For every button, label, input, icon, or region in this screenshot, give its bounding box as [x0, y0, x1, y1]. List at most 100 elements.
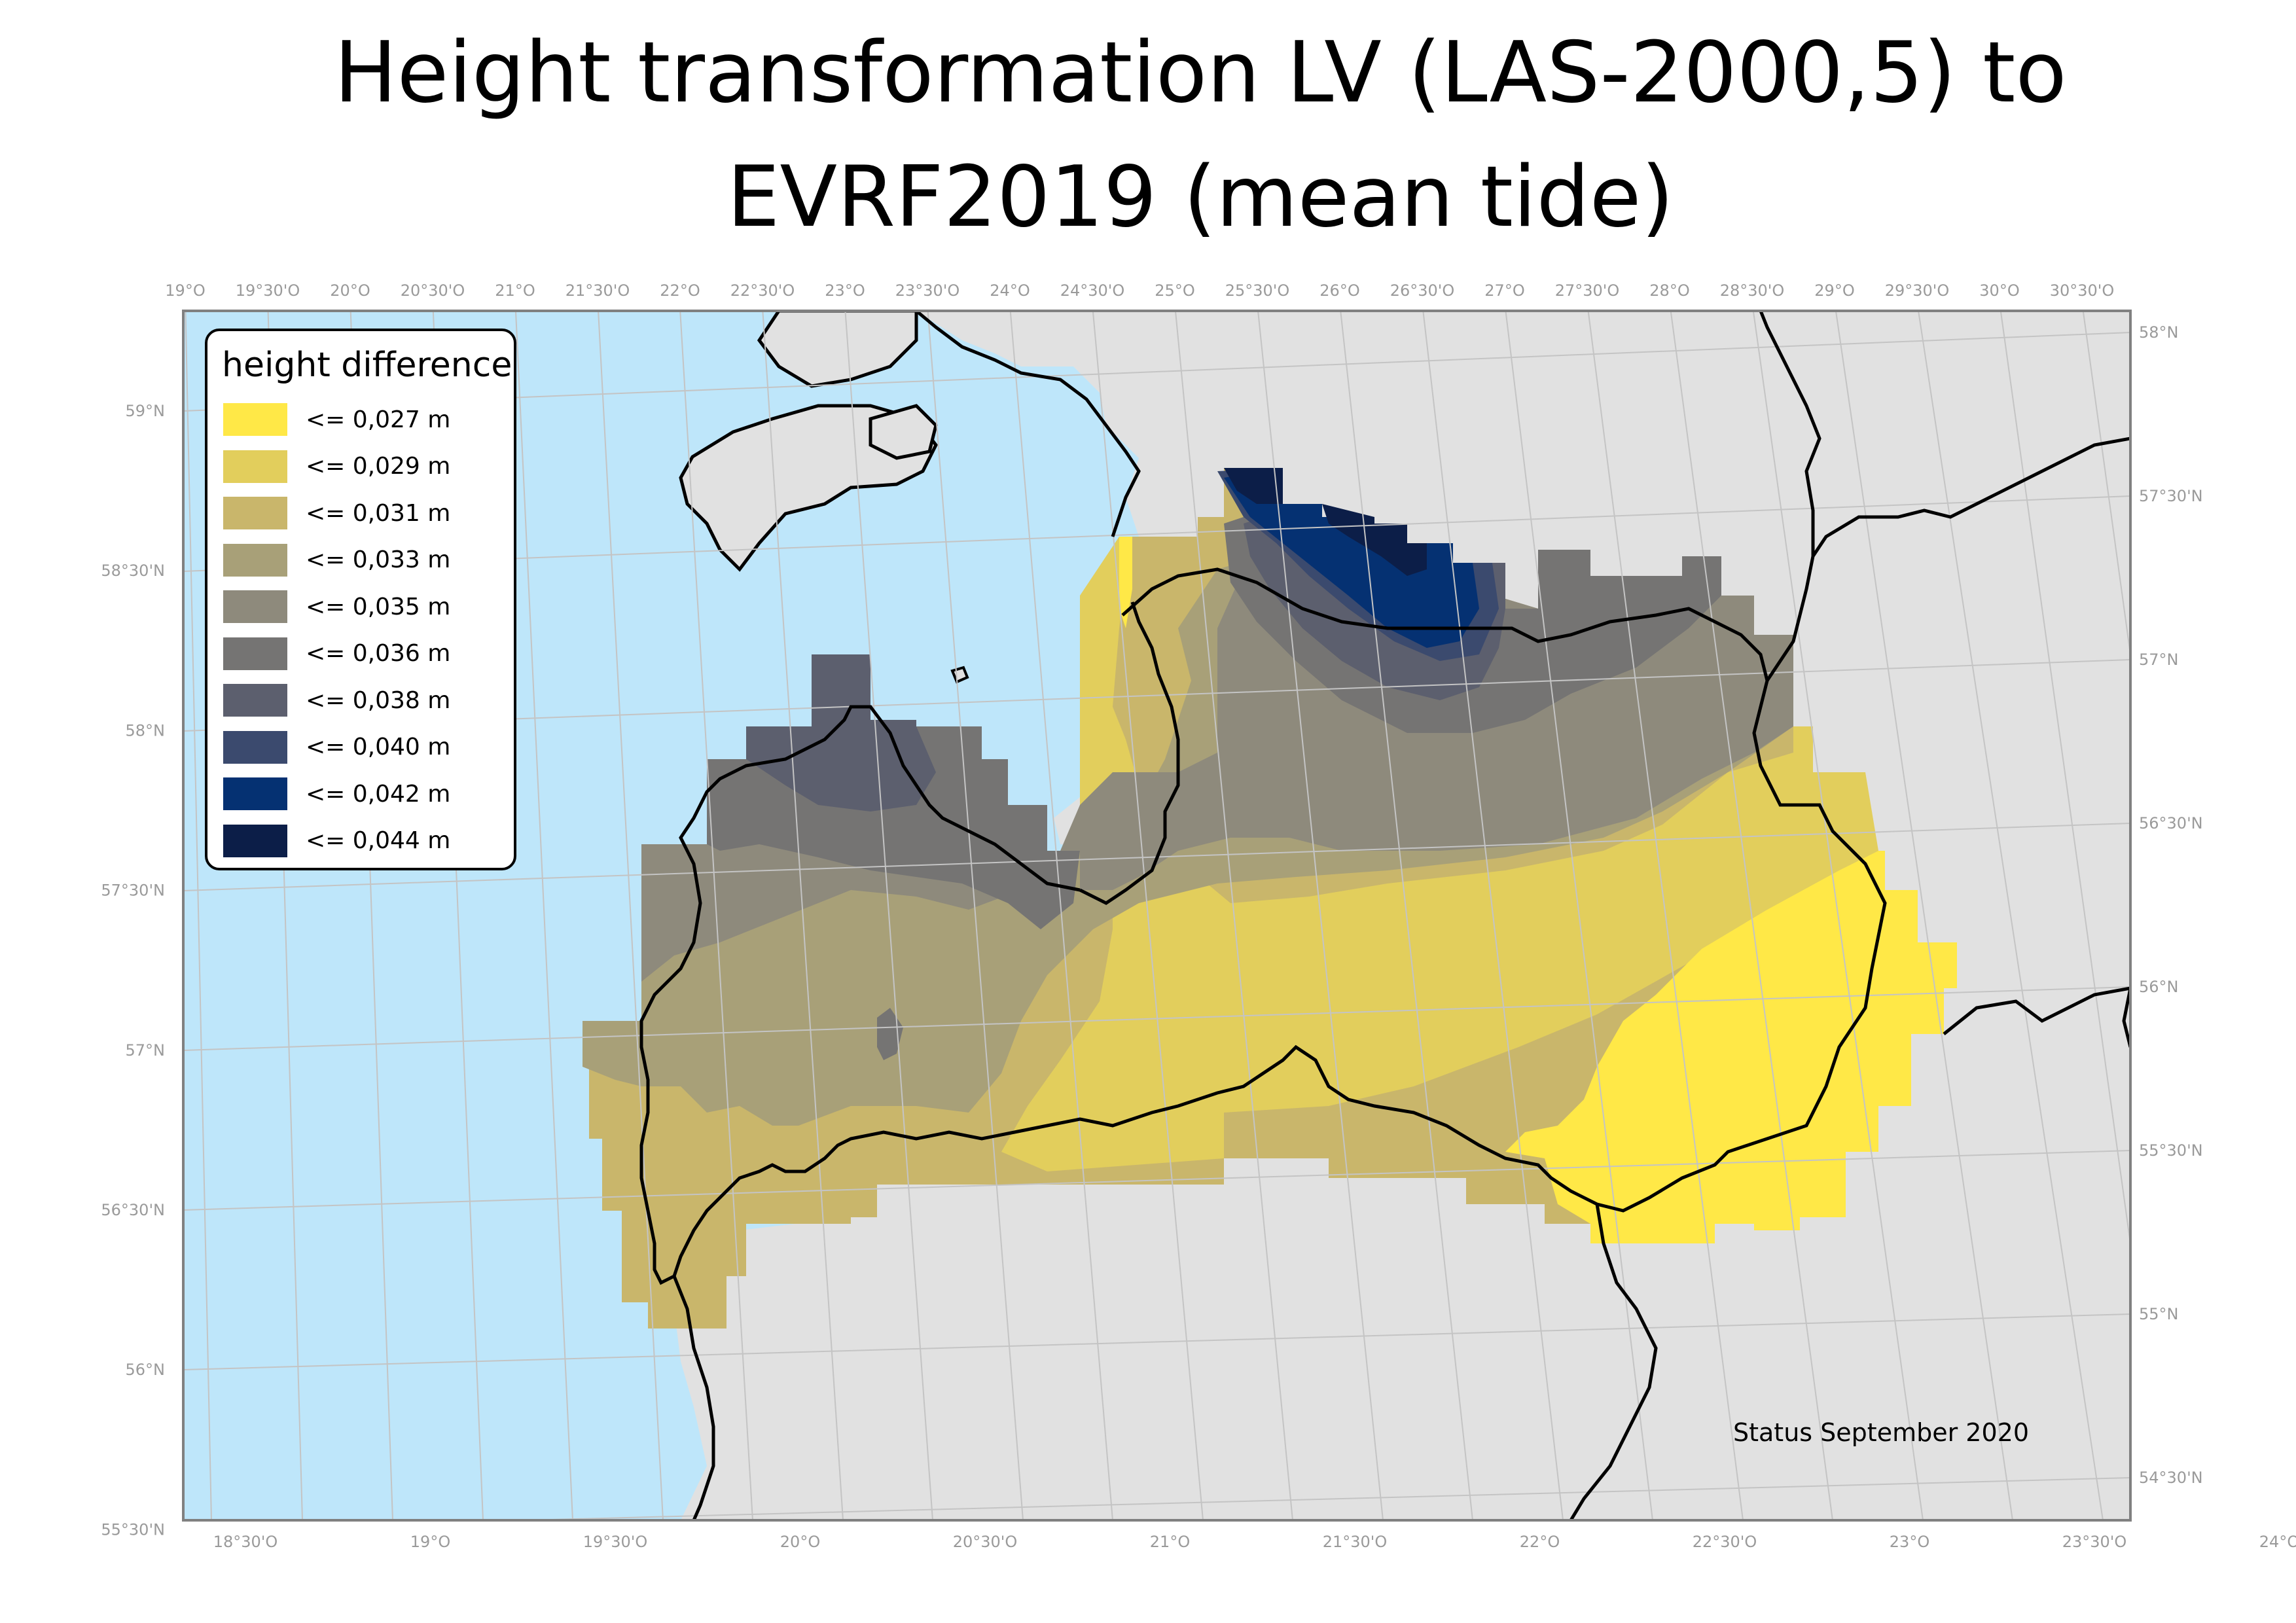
axis-tick-label: 57°30'N — [101, 882, 165, 900]
legend-swatch — [223, 730, 287, 764]
axis-tick-label: 26°O — [1319, 281, 1359, 300]
axis-tick-label: 23°O — [1890, 1533, 1929, 1551]
lithuania-belarus-border — [1569, 1204, 1658, 1520]
legend-item: <= 0,033 m — [223, 543, 451, 577]
status-note: Status September 2020 — [1733, 1418, 2029, 1447]
legend-item: <= 0,036 m — [223, 637, 450, 670]
axis-tick-label: 24°O — [990, 281, 1030, 300]
axis-tick-label: 22°30'O — [1693, 1533, 1757, 1551]
axis-tick-label: 28°30'O — [1720, 281, 1785, 300]
axis-tick-label: 55°N — [2139, 1305, 2179, 1323]
axis-tick-label: 57°30'N — [2139, 487, 2203, 505]
axis-tick-label: 21°O — [495, 281, 535, 300]
band-0-029 — [1001, 537, 1878, 1171]
country-borders — [639, 311, 2130, 1520]
axis-tick-label: 19°O — [410, 1533, 450, 1551]
legend-label: <= 0,033 m — [306, 546, 451, 573]
legend-panel: height difference <= 0,027 m <= 0,029 m <=… — [205, 329, 516, 870]
axis-tick-label: 20°O — [780, 1533, 820, 1551]
legend-swatch — [223, 590, 287, 623]
axis-tick-label: 56°N — [126, 1361, 166, 1379]
axis-tick-label: 25°30'O — [1225, 281, 1290, 300]
height-difference-raster — [583, 468, 1957, 1329]
legend-swatch — [223, 637, 287, 670]
legend-title: height difference — [222, 346, 512, 385]
legend-item: <= 0,035 m — [223, 590, 450, 623]
axis-tick-label: 21°30'O — [1323, 1533, 1388, 1551]
axis-tick-label: 24°O — [2259, 1533, 2296, 1551]
map-title-line-2: EVRF2019 (mean tide) — [726, 149, 1674, 246]
latvia-russia-border — [1765, 437, 2130, 682]
russia-belarus-border — [1943, 986, 2130, 1035]
axis-tick-label: 29°30'O — [1885, 281, 1950, 300]
legend-item: <= 0,031 m — [223, 497, 450, 529]
legend-item: <= 0,027 m — [223, 403, 450, 436]
axis-tick-label: 24°30'O — [1060, 281, 1125, 300]
axis-tick-label: 23°O — [825, 281, 865, 300]
axis-tick-label: 55°30'N — [101, 1520, 165, 1539]
estonia-coast-north — [915, 311, 1141, 537]
axis-tick-label: 55°30'N — [2139, 1141, 2203, 1160]
axis-tick-label: 20°30'O — [953, 1533, 1018, 1551]
axis-tick-label: 25°O — [1155, 281, 1194, 300]
axis-tick-label: 29°O — [1814, 281, 1854, 300]
axis-tick-label: 21°O — [1150, 1533, 1190, 1551]
axis-tick-label: 57°N — [126, 1041, 166, 1060]
legend-label: <= 0,027 m — [306, 406, 451, 433]
axis-tick-label: 22°30'O — [730, 281, 795, 300]
axis-tick-label: 27°30'O — [1555, 281, 1620, 300]
legend-label: <= 0,031 m — [306, 499, 451, 527]
axis-tick-label: 57°N — [2139, 651, 2179, 669]
legend-label: <= 0,042 m — [306, 780, 451, 808]
legend-item: <= 0,040 m — [223, 730, 451, 764]
axis-tick-label: 20°30'O — [401, 281, 465, 300]
estonia-latvia-border — [1121, 567, 1769, 681]
band-0-042 — [1224, 468, 1479, 648]
band-0-038 — [746, 510, 1505, 812]
legend-item: <= 0,042 m — [223, 777, 450, 810]
axis-tick-label: 58°30'N — [101, 562, 165, 580]
axis-tick-label: 22°O — [1520, 1533, 1560, 1551]
graticule — [183, 311, 2130, 1520]
legend-swatch — [223, 824, 287, 857]
legend-swatch — [223, 450, 287, 483]
legend-swatch — [223, 403, 287, 436]
belarus-border-east — [2122, 988, 2130, 1048]
axis-tick-label: 56°N — [2139, 978, 2179, 996]
axis-tick-label: 18°30'O — [213, 1533, 278, 1551]
latvia-outline — [639, 601, 1887, 1285]
axis-bottom-labels: 18°30'O 19°O 19°30'O 20°O 20°30'O 21°O 21°30'O… — [213, 1533, 2296, 1551]
axis-tick-label: 19°30'O — [236, 281, 300, 300]
band-0-027-strip — [1119, 537, 1132, 628]
legend-swatch — [223, 777, 287, 810]
legend-label: <= 0,040 m — [306, 734, 451, 760]
axis-right-labels: 58°N 57°30'N 57°N 56°30'N 56°N 55°30'N 55°N 54°… — [2139, 323, 2203, 1487]
axis-tick-label: 20°O — [330, 281, 370, 300]
legend-item: <= 0,029 m — [223, 450, 450, 483]
legend-label: <= 0,035 m — [306, 593, 451, 620]
map-title-line-1: Height transformation LV (LAS-2000,5) to — [334, 24, 2067, 122]
legend-item: <= 0,038 m — [223, 684, 450, 717]
estonia-russia-border — [1759, 311, 1821, 556]
axis-tick-label: 58°N — [2139, 323, 2179, 342]
axis-tick-label: 59°N — [126, 402, 166, 420]
lithuania-border-west — [672, 1275, 715, 1520]
land-muhu — [869, 404, 938, 460]
axis-tick-label: 19°30'O — [583, 1533, 648, 1551]
legend-label: <= 0,038 m — [306, 687, 451, 714]
axis-left-labels: 59°N 58°30'N 58°N 57°30'N 57°N 56°30'N 56°N 55°… — [101, 402, 165, 1539]
axis-tick-label: 54°30'N — [2139, 1469, 2203, 1487]
axis-tick-label: 22°O — [660, 281, 700, 300]
legend-item: <= 0,044 m — [223, 824, 450, 857]
axis-top-labels: 19°O 19°30'O 20°O 20°30'O 21°O 21°30'O 22°O 22°… — [165, 281, 2114, 300]
legend-label: <= 0,029 m — [306, 453, 451, 480]
axis-tick-label: 19°O — [165, 281, 205, 300]
axis-tick-label: 56°30'N — [101, 1201, 165, 1219]
axis-tick-label: 23°30'O — [2062, 1533, 2127, 1551]
axis-tick-label: 23°30'O — [895, 281, 960, 300]
band-0-027-east — [1505, 851, 1957, 1243]
legend-label: <= 0,036 m — [306, 640, 451, 667]
axis-tick-label: 30°30'O — [2050, 281, 2115, 300]
legend-swatch — [223, 684, 287, 717]
axis-tick-label: 27°O — [1484, 281, 1524, 300]
